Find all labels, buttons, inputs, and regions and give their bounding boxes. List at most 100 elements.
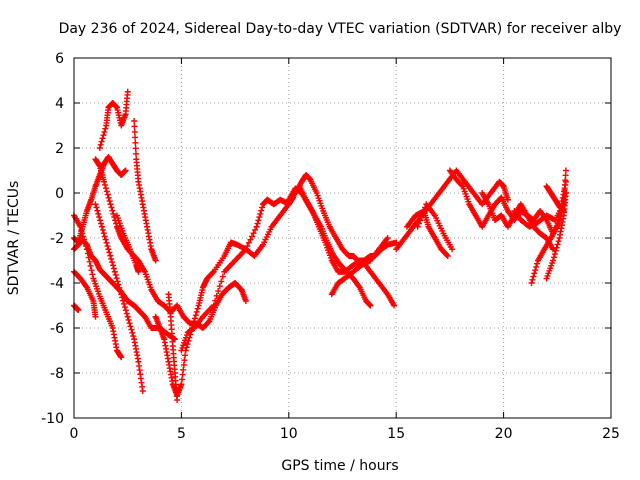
series-s22: [511, 167, 569, 230]
series-s19: [414, 201, 456, 253]
data-point: [79, 230, 86, 237]
data-point: [93, 204, 100, 211]
data-point: [449, 246, 456, 253]
data-point: [414, 223, 421, 230]
data-point: [528, 280, 535, 286]
data-point: [560, 208, 567, 214]
data-point: [99, 135, 106, 142]
data-point: [109, 207, 116, 214]
data-point: [192, 312, 199, 319]
series-s24: [543, 190, 569, 282]
series-s23: [528, 178, 569, 286]
data-point: [82, 239, 89, 246]
data-point: [131, 118, 138, 124]
data-point: [92, 313, 99, 320]
data-point: [92, 201, 99, 208]
series-s4: [96, 88, 131, 151]
series-s17: [393, 167, 511, 253]
data-point: [530, 273, 537, 280]
series-s11: [152, 172, 400, 399]
data-point: [418, 214, 425, 221]
x-tick-label: 0: [70, 426, 79, 442]
data-point: [96, 145, 103, 151]
data-point: [118, 354, 125, 361]
data-point: [113, 220, 120, 227]
data-point: [219, 273, 226, 280]
x-axis-label: GPS time / hours: [281, 458, 398, 474]
data-point: [550, 257, 557, 264]
data-point: [245, 239, 252, 246]
data-point: [99, 226, 106, 233]
data-points: [71, 88, 569, 403]
data-point: [126, 320, 133, 327]
y-tick-label: 0: [55, 186, 64, 202]
data-point: [81, 236, 88, 243]
data-point: [135, 268, 142, 275]
data-point: [105, 246, 112, 253]
data-point: [101, 178, 108, 185]
data-point: [184, 341, 191, 348]
y-tick-label: 2: [55, 141, 64, 157]
data-point: [132, 134, 139, 141]
data-point: [444, 253, 451, 259]
data-point: [194, 305, 201, 312]
data-point: [391, 302, 398, 309]
data-point: [101, 181, 108, 188]
data-point: [77, 223, 84, 230]
data-point: [112, 217, 119, 224]
x-tick-label: 5: [177, 426, 186, 442]
chart-title: Day 236 of 2024, Sidereal Day-to-day VTE…: [59, 21, 622, 37]
data-point: [258, 207, 265, 214]
data-point: [97, 217, 104, 224]
data-point: [218, 278, 225, 285]
data-point: [554, 241, 561, 248]
data-point: [110, 210, 117, 217]
data-point: [562, 190, 569, 196]
data-point: [106, 249, 113, 256]
data-point: [88, 267, 95, 274]
data-point: [104, 191, 111, 198]
data-point: [87, 262, 94, 269]
data-point: [102, 185, 109, 192]
data-point: [533, 263, 540, 270]
data-point: [248, 233, 255, 240]
data-point: [75, 307, 82, 313]
grid-lines: [74, 58, 611, 418]
data-point: [82, 243, 89, 250]
y-tick-label: -4: [50, 276, 64, 292]
data-point: [244, 243, 251, 250]
data-point: [129, 329, 136, 336]
data-point: [120, 297, 127, 304]
y-tick-label: -8: [50, 366, 64, 382]
plot-frame: [73, 57, 612, 419]
data-point: [100, 132, 107, 139]
data-point: [78, 226, 85, 233]
data-point: [97, 141, 104, 148]
data-point: [174, 397, 181, 403]
data-point: [555, 238, 562, 245]
data-point: [128, 326, 135, 333]
series-s5: [92, 201, 146, 394]
series-s12: [165, 291, 181, 403]
data-point: [114, 278, 121, 285]
data-point: [98, 220, 105, 227]
data-point: [419, 210, 426, 217]
data-point: [95, 210, 102, 217]
series-s25: [543, 183, 567, 214]
data-point: [209, 269, 216, 276]
data-point: [254, 220, 261, 227]
data-point: [191, 315, 198, 322]
data-point: [103, 188, 110, 195]
data-point: [257, 210, 264, 217]
data-point: [110, 265, 117, 272]
data-point: [215, 288, 222, 295]
data-point: [250, 230, 257, 237]
data-point: [550, 254, 557, 261]
series-s6: [71, 268, 99, 320]
data-point: [384, 235, 391, 241]
data-point: [355, 283, 362, 290]
data-point: [98, 138, 105, 145]
y-tick-label: 4: [55, 96, 64, 112]
data-point: [123, 310, 130, 317]
